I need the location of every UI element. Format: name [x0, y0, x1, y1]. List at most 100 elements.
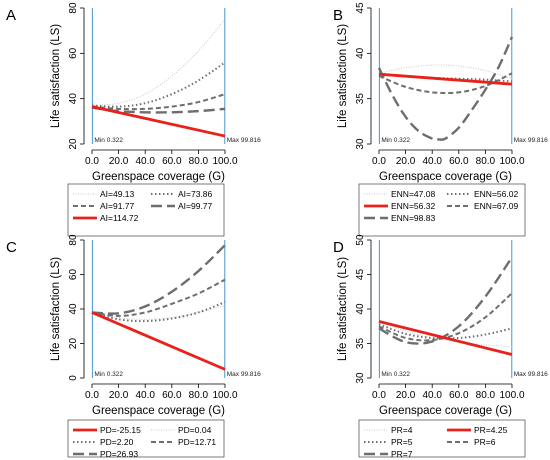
- legend-entry: PR=4: [391, 425, 413, 435]
- y-tick-label: 80: [68, 234, 79, 246]
- legend-entry: PR=4.25: [474, 425, 508, 435]
- x-tick-label: 100.0: [499, 156, 524, 167]
- legend-entry: ENN=67.09: [474, 201, 518, 211]
- legend-entry: PD=-25.15: [100, 425, 141, 435]
- legend-box: [358, 183, 526, 237]
- y-tick-label: 45: [355, 2, 366, 14]
- legend-entry: AI=73.86: [178, 189, 213, 199]
- series-line: [378, 72, 513, 95]
- series-line: [378, 72, 513, 86]
- legend-box: [358, 419, 526, 458]
- x-tick-label: 60.0: [162, 156, 182, 167]
- x-tick-label: 60.0: [162, 390, 182, 401]
- panel-c: C 0 20 40 60 80 0.0 20.0 40.0 60.0 80.0 100.0 Greens…: [6, 234, 261, 459]
- legend-box: [67, 183, 225, 237]
- legend-entry: AI=99.77: [178, 201, 213, 211]
- x-tick-label: 40.0: [135, 390, 155, 401]
- panel-letter: D: [333, 239, 344, 256]
- x-tick-label: 20.0: [109, 390, 129, 401]
- series-line: [91, 305, 226, 320]
- x-axis-label: Greenspace coverage (G): [92, 171, 225, 183]
- y-tick-label: 80: [68, 2, 79, 14]
- x-tick-label: 60.0: [449, 390, 469, 401]
- legend-box: [67, 419, 225, 458]
- y-tick-label: 40: [68, 93, 79, 105]
- min-marker-label: Min 0.322: [94, 371, 123, 378]
- y-axis-label: Life satisfaction (LS): [337, 257, 349, 361]
- series-line: [91, 311, 226, 371]
- series-line: [91, 93, 226, 111]
- panel-a: A 20 40 60 80 0.0 20.0 40.0 60.0 80.0 100.0 Greensp…: [6, 2, 261, 237]
- legend-entry: ENN=56.02: [474, 189, 518, 199]
- legend-entry: PR=5: [391, 437, 413, 447]
- series-line: [378, 64, 513, 80]
- y-tick-label: 60: [68, 269, 79, 281]
- max-marker-label: Max 99.816: [227, 371, 261, 378]
- x-tick-label: 20.0: [396, 390, 416, 401]
- x-tick-label: 40.0: [135, 156, 155, 167]
- y-tick-label: 20: [68, 338, 79, 350]
- x-axis-label: Greenspace coverage (G): [379, 405, 512, 417]
- x-tick-label: 0.0: [85, 390, 99, 401]
- x-tick-label: 60.0: [449, 156, 469, 167]
- legend-entry: ENN=98.83: [391, 213, 435, 223]
- x-axis-label: Greenspace coverage (G): [379, 171, 512, 183]
- min-marker-label: Min 0.322: [381, 137, 410, 144]
- y-tick-label: 30: [355, 372, 366, 384]
- x-tick-label: 0.0: [372, 390, 386, 401]
- panel-letter: A: [6, 7, 16, 24]
- y-tick-label: 45: [355, 269, 366, 281]
- legend-entry: PD=12.71: [178, 437, 216, 447]
- series-line: [377, 36, 514, 141]
- x-tick-label: 80.0: [189, 156, 209, 167]
- series-line: [378, 256, 513, 345]
- max-marker-label: Max 99.816: [227, 137, 261, 144]
- y-axis-label: Life satisfaction (LS): [337, 24, 349, 128]
- legend-entry: ENN=56.32: [391, 201, 435, 211]
- min-marker-label: Min 0.322: [94, 137, 123, 144]
- x-tick-label: 80.0: [476, 390, 496, 401]
- legend-entry: ENN=47.08: [391, 189, 435, 199]
- x-tick-label: 40.0: [422, 390, 442, 401]
- y-tick-label: 20: [68, 138, 79, 150]
- y-axis-label: Life satisfaction (LS): [50, 257, 62, 361]
- y-tick-label: 30: [355, 138, 366, 150]
- series-line: [378, 320, 513, 348]
- panel-letter: C: [6, 239, 17, 256]
- legend-entry: AI=114.72: [100, 213, 139, 223]
- series-line: [91, 19, 226, 106]
- y-tick-label: 40: [68, 303, 79, 315]
- series-line: [91, 105, 226, 138]
- max-marker-label: Max 99.816: [514, 137, 548, 144]
- max-marker-label: Max 99.816: [514, 371, 548, 378]
- legend-entry: PD=2.20: [100, 437, 134, 447]
- series-line: [91, 61, 226, 108]
- x-tick-label: 100.0: [212, 156, 237, 167]
- panel-d: D 30 35 40 45 50 0.0 20.0 40.0 60.0 80.0 100.0 Green…: [333, 234, 548, 459]
- min-marker-label: Min 0.322: [381, 371, 410, 378]
- legend-entry: PD=26.93: [100, 449, 138, 459]
- x-tick-label: 100.0: [212, 390, 237, 401]
- legend-entry: PR=7: [391, 449, 413, 459]
- y-tick-label: 35: [355, 338, 366, 350]
- x-tick-label: 20.0: [109, 156, 129, 167]
- y-axis-label: Life satisfaction (LS): [50, 24, 62, 128]
- x-tick-label: 80.0: [189, 390, 209, 401]
- x-tick-label: 80.0: [476, 156, 496, 167]
- legend-entry: PD=0.04: [178, 425, 212, 435]
- panel-b: B 30 35 40 45 0.0 20.0 40.0 60.0 80.0 100.0 Greensp…: [333, 2, 548, 237]
- series-line: [91, 244, 226, 315]
- y-tick-label: 50: [355, 234, 366, 246]
- y-tick-label: 40: [355, 303, 366, 315]
- x-tick-label: 0.0: [85, 156, 99, 167]
- series-line: [378, 292, 513, 342]
- x-tick-label: 40.0: [422, 156, 442, 167]
- y-tick-label: 60: [68, 47, 79, 59]
- legend-entry: PR=6: [474, 437, 496, 447]
- series-line: [91, 278, 226, 317]
- legend-entry: AI=49.13: [100, 189, 135, 199]
- y-tick-label: 40: [355, 47, 366, 59]
- x-tick-label: 100.0: [499, 390, 524, 401]
- y-tick-label: 0: [68, 375, 79, 381]
